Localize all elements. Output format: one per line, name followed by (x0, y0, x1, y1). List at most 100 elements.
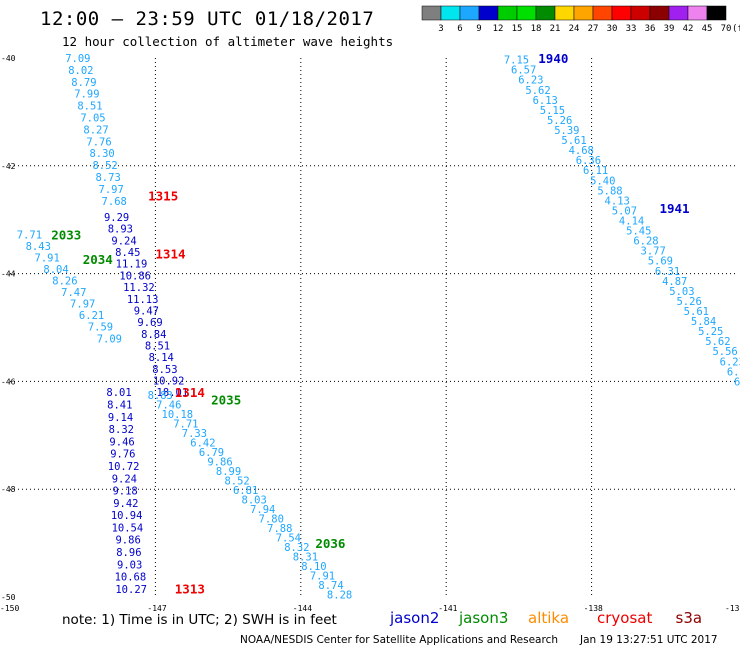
y-tick-label: -48 (1, 485, 16, 494)
swh-value: 8.51 (145, 340, 170, 352)
legend-swatch (478, 5, 499, 21)
pass-time-label: 1313 (175, 581, 205, 596)
swh-value: 8.01 (106, 387, 131, 399)
swh-value: 9.18 (112, 486, 137, 498)
swh-value: 9.24 (111, 235, 136, 247)
swh-value: 6.23 (518, 75, 543, 87)
swh-value: 5.62 (525, 85, 550, 97)
swh-value: 8.28 (327, 589, 352, 601)
swh-value: 9.86 (115, 535, 140, 547)
swh-value: 11.13 (127, 294, 159, 306)
swh-value: 3.77 (641, 246, 666, 258)
legend-bin-label: 30 (607, 24, 618, 34)
swh-value: 5.62 (705, 336, 730, 348)
pass-time-label: 1941 (659, 201, 689, 216)
swh-value: 8.31 (293, 551, 318, 563)
swh-value: 4.87 (662, 276, 687, 288)
swh-value: 5.15 (540, 105, 565, 117)
swh-value: 8.73 (95, 172, 120, 184)
swh-value: 8.14 (149, 352, 174, 364)
swh-value: 7.05 (80, 113, 105, 125)
chart-subtitle: 12 hour collection of altimeter wave hei… (62, 34, 394, 49)
swh-value: 4.14 (619, 216, 644, 228)
swh-value: 6.42 (190, 437, 215, 449)
legend-bin-label: 39 (664, 24, 675, 34)
swh-value: 10.86 (119, 270, 151, 282)
swh-value: 7.88 (267, 523, 292, 535)
swh-value: 8.32 (109, 424, 134, 436)
x-tick-label: -141 (438, 604, 457, 613)
swh-value: 8.74 (318, 580, 343, 592)
y-tick-label: -44 (1, 270, 16, 279)
swh-value: 8.43 (26, 241, 51, 253)
swh-value: 5.61 (684, 306, 709, 318)
pass-time-label: 2035 (211, 393, 241, 408)
swh-value: 6.19 (727, 366, 740, 378)
legend-bin-label: 15 (512, 24, 523, 34)
swh-value: 6.31 (734, 376, 740, 388)
swh-value: 5.03 (669, 286, 694, 298)
legend-bin-label: 45 (702, 24, 713, 34)
swh-value: 6.81 (233, 485, 258, 497)
swh-value: 4.68 (569, 145, 594, 157)
swh-value: 6.31 (655, 266, 680, 278)
swh-value: 8.51 (77, 101, 102, 113)
legend-swatch (668, 5, 689, 21)
swh-value: 18.01 (157, 387, 189, 399)
x-tick-label: -150 (0, 604, 19, 613)
pass-time-label: 2033 (51, 227, 81, 242)
swh-value: 6.57 (511, 65, 536, 77)
swh-value: 8.30 (89, 148, 114, 160)
legend-swatch (440, 5, 461, 21)
x-tick-label: -147 (147, 604, 166, 613)
legend-bin-label: 6 (457, 24, 462, 34)
footer-credit: NOAA/NESDIS Center for Satellite Applica… (240, 634, 558, 646)
swh-value: 9.24 (112, 473, 137, 485)
legend-swatch (497, 5, 518, 21)
legend-bin-label: 9 (476, 24, 481, 34)
swh-value: 11.19 (116, 259, 148, 271)
pass-time-label: 1940 (538, 51, 568, 66)
swh-value: 10.54 (112, 522, 144, 534)
swh-value: 5.84 (691, 316, 716, 328)
swh-value: 8.84 (141, 329, 166, 341)
swh-value: 5.88 (597, 185, 622, 197)
legend-swatch (649, 5, 670, 21)
legend-swatch (592, 5, 613, 21)
footer-timestamp: Jan 19 13:27:51 UTC 2017 (580, 634, 718, 646)
swh-value: 7.80 (259, 513, 284, 525)
swh-value: 9.14 (108, 412, 133, 424)
swh-value: 7.97 (70, 299, 95, 311)
swh-value: 7.47 (61, 287, 86, 299)
swh-value: 5.25 (698, 326, 723, 338)
swh-value: 7.54 (276, 532, 301, 544)
swh-value: 9.03 (117, 559, 142, 571)
swh-value: 7.59 (88, 322, 113, 334)
chart-title: 12:00 – 23:59 UTC 01/18/2017 (40, 8, 375, 30)
mission-cryosat: cryosat (597, 609, 653, 627)
swh-value: 7.94 (250, 504, 275, 516)
legend-swatch (421, 5, 442, 21)
swh-value: 10.18 (162, 409, 194, 421)
pass-time-label: 2034 (83, 252, 113, 267)
swh-value: 10.92 (153, 376, 185, 388)
swh-value: 8.32 (284, 542, 309, 554)
swh-value: 8.27 (83, 124, 108, 136)
legend-swatch (611, 5, 632, 21)
swh-value: 7.71 (173, 418, 198, 430)
legend-swatch (516, 5, 537, 21)
swh-value: 6.28 (633, 236, 658, 248)
y-tick-label: -40 (1, 54, 16, 63)
swh-value: 5.45 (626, 226, 651, 238)
legend-bin-label: 18 (531, 24, 542, 34)
swh-value: 7.15 (504, 55, 529, 67)
swh-value: 6.11 (583, 165, 608, 177)
swh-value: 10.68 (115, 572, 147, 584)
legend-bin-label: 24 (569, 24, 580, 34)
legend-bin-label: 70 (721, 24, 732, 34)
swh-value: 9.47 (134, 305, 159, 317)
y-tick-label: -50 (1, 593, 16, 602)
swh-value: 7.09 (65, 53, 90, 65)
swh-value: 8.93 (108, 224, 133, 236)
